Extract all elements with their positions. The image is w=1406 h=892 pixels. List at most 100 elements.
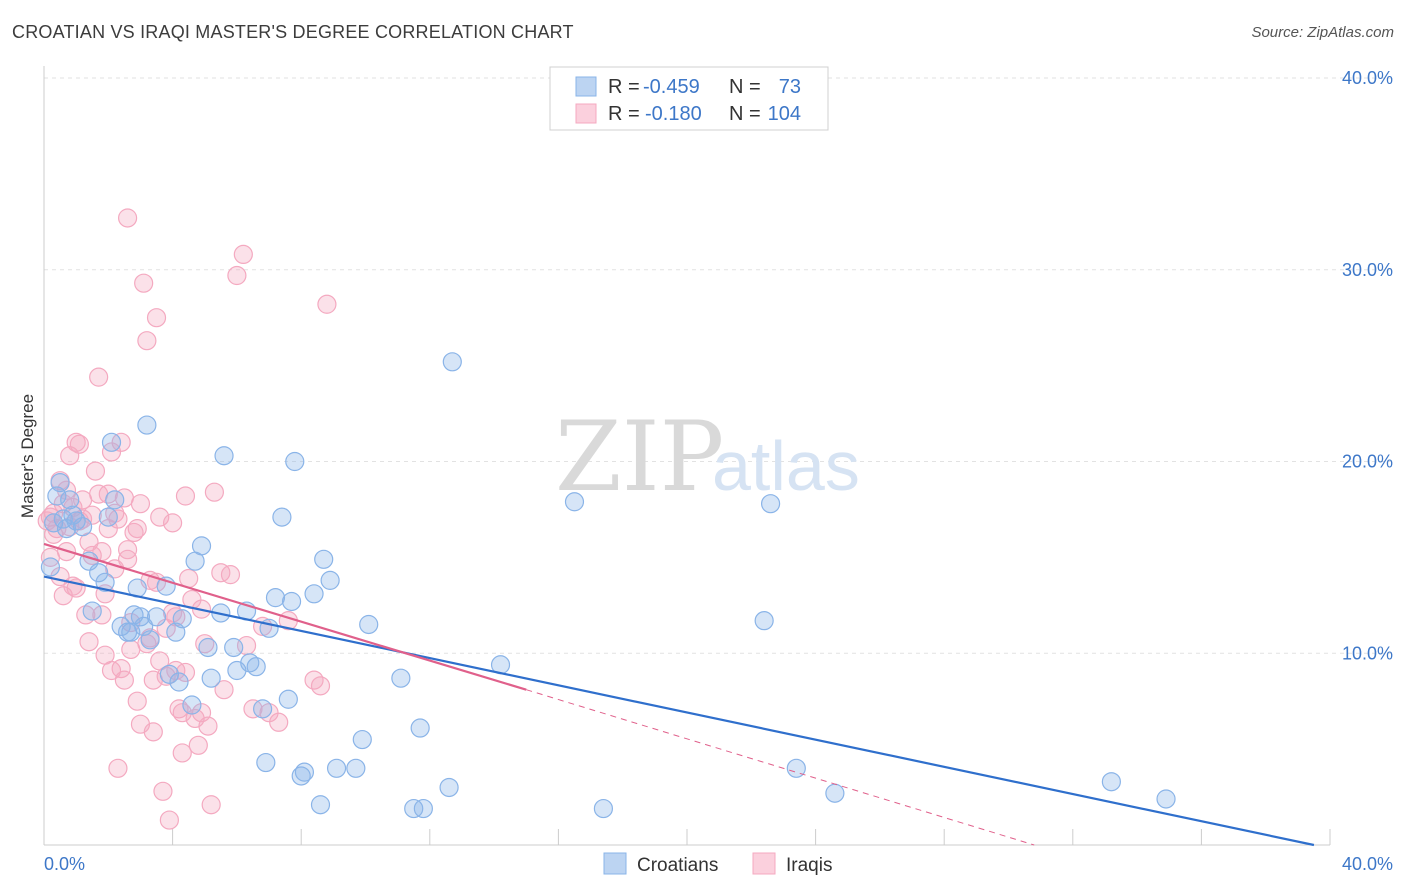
point-croatians-44 xyxy=(253,699,273,719)
point-iraqis-64 xyxy=(188,735,208,755)
point-croatians-43 xyxy=(246,657,266,677)
point-iraqis-84 xyxy=(63,576,83,596)
point-croatians-9 xyxy=(72,517,93,537)
point-iraqis-59 xyxy=(172,743,192,763)
point-iraqis-37 xyxy=(121,639,141,660)
point-croatians-50 xyxy=(281,591,302,612)
point-croatians-32 xyxy=(182,695,202,715)
point-croatians-30 xyxy=(169,672,189,692)
legend-r-value-iraqis: -0.180 xyxy=(645,103,702,125)
trend-line-croatians xyxy=(43,575,1315,847)
point-croatians-14 xyxy=(98,507,118,527)
point-iraqis-42 xyxy=(134,273,154,293)
point-croatians-36 xyxy=(201,668,221,688)
point-croatians-55 xyxy=(310,795,331,815)
point-croatians-71 xyxy=(754,611,774,631)
point-croatians-26 xyxy=(146,607,167,627)
y-tick-labels: 10.0% 20.0% 30.0% 40.0% xyxy=(1342,68,1393,663)
point-croatians-34 xyxy=(191,536,212,556)
point-iraqis-31 xyxy=(111,432,131,452)
point-iraqis-34 xyxy=(114,670,134,690)
point-iraqis-35 xyxy=(117,208,138,228)
point-croatians-0 xyxy=(40,557,61,577)
point-iraqis-40 xyxy=(130,494,151,514)
legend-n-label-iraqis: N = xyxy=(729,103,761,125)
point-croatians-15 xyxy=(101,432,122,452)
legend-n-value-iraqis: 104 xyxy=(768,103,801,125)
point-croatians-38 xyxy=(214,446,234,466)
point-iraqis-20 xyxy=(89,367,109,387)
point-iraqis-89 xyxy=(117,549,138,569)
point-croatians-47 xyxy=(265,588,286,608)
point-croatians-66 xyxy=(439,777,459,798)
legend-r-value-croatians: -0.459 xyxy=(643,76,700,98)
point-croatians-6 xyxy=(60,490,80,510)
y-axis-label: Master's Degree xyxy=(18,394,37,518)
point-croatians-57 xyxy=(320,570,340,590)
point-iraqis-16 xyxy=(79,632,99,652)
watermark: ZIP atlas xyxy=(555,401,860,513)
point-croatians-24 xyxy=(137,415,157,435)
bottom-legend-label-croatians[interactable]: Croatians xyxy=(637,855,718,876)
point-croatians-13 xyxy=(95,572,115,592)
point-croatians-28 xyxy=(159,664,179,684)
point-iraqis-77 xyxy=(269,712,289,732)
legend-r-label-iraqis: R = xyxy=(608,103,640,125)
point-croatians-70 xyxy=(593,798,614,819)
point-iraqis-43 xyxy=(137,331,157,351)
point-croatians-51 xyxy=(285,451,305,472)
point-iraqis-69 xyxy=(204,482,224,502)
legend-n-value-croatians: 73 xyxy=(779,76,801,98)
point-croatians-72 xyxy=(760,494,781,514)
point-iraqis-53 xyxy=(159,810,179,830)
point-croatians-12 xyxy=(89,563,109,583)
x-tick-label-min: 0.0% xyxy=(44,854,85,874)
point-croatians-76 xyxy=(1156,789,1176,809)
y-tick-label-0: 10.0% xyxy=(1342,643,1393,663)
bottom-legend-label-iraqis[interactable]: Iraqis xyxy=(786,855,832,876)
point-croatians-65 xyxy=(413,798,433,819)
legend-swatch-iraqis xyxy=(575,103,597,124)
point-iraqis-67 xyxy=(198,716,218,736)
point-croatians-39 xyxy=(224,637,244,658)
point-iraqis-47 xyxy=(143,722,163,742)
point-iraqis-19 xyxy=(85,461,106,481)
point-iraqis-88 xyxy=(108,509,128,529)
point-iraqis-90 xyxy=(127,519,147,539)
legend-n-label-croatians: N = xyxy=(729,76,761,98)
y-tick-label-1: 20.0% xyxy=(1342,452,1393,472)
watermark-zip: ZIP xyxy=(555,401,724,513)
chart-title: CROATIAN VS IRAQI MASTER'S DEGREE CORREL… xyxy=(12,22,574,42)
point-croatians-69 xyxy=(564,492,585,512)
axes xyxy=(43,66,1331,846)
point-iraqis-51 xyxy=(153,781,173,801)
point-croatians-75 xyxy=(1101,772,1121,792)
x-tick-labels: 0.0% 40.0% xyxy=(44,854,1393,874)
series-iraqis xyxy=(37,208,337,830)
bottom-legend-swatch-iraqis[interactable] xyxy=(752,852,776,875)
bottom-legend: Croatians Iraqis xyxy=(603,852,832,876)
point-croatians-61 xyxy=(359,614,379,635)
legend-swatch-croatians xyxy=(575,76,597,97)
point-iraqis-30 xyxy=(108,758,128,778)
point-croatians-25 xyxy=(140,630,160,650)
point-iraqis-100 xyxy=(69,434,89,454)
point-iraqis-68 xyxy=(201,795,221,815)
point-iraqis-73 xyxy=(233,244,253,265)
point-iraqis-27 xyxy=(101,660,122,681)
point-iraqis-71 xyxy=(220,565,241,585)
legend: R = -0.459 N = 73 R = -0.180 N = 104 xyxy=(549,66,829,131)
trend-line-iraqis xyxy=(43,542,527,691)
y-tick-label-2: 30.0% xyxy=(1342,260,1393,280)
point-croatians-62 xyxy=(391,668,411,688)
point-croatians-35 xyxy=(198,637,218,658)
point-croatians-31 xyxy=(172,609,192,629)
watermark-atlas: atlas xyxy=(712,427,860,505)
bottom-legend-swatch-croatians[interactable] xyxy=(603,852,627,875)
point-iraqis-74 xyxy=(243,699,263,719)
x-tick-label-max: 40.0% xyxy=(1342,854,1393,874)
series-croatians xyxy=(40,352,1176,819)
point-iraqis-60 xyxy=(175,486,196,506)
y-tick-label-3: 40.0% xyxy=(1342,68,1393,88)
